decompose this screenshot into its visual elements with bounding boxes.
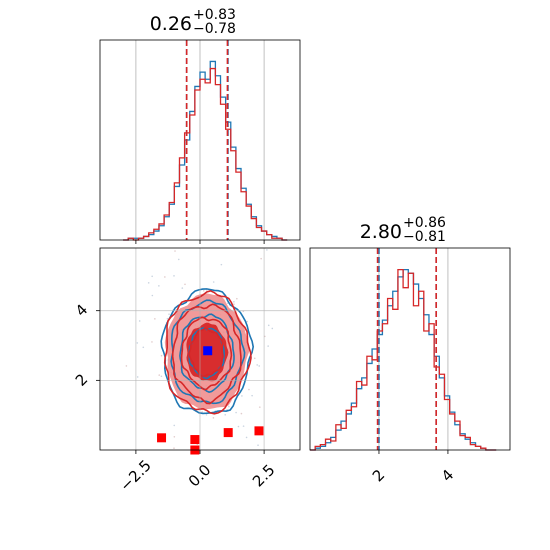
scatter-point [248,388,250,391]
scatter-point [220,263,223,266]
scatter-point [258,406,261,408]
scatter-point [184,283,186,286]
scatter-point [233,303,235,306]
x-tick-label: 0.0 [185,461,215,491]
scatter-point [202,289,205,292]
scatter-point [168,313,170,315]
scatter-point [136,376,139,378]
contour-plot-area [68,218,317,455]
axis-frame [309,247,511,451]
scatter-point [136,342,139,344]
scatter-point [160,354,163,357]
red-marker [157,433,167,443]
scatter-point [228,405,230,408]
scatter-point [260,257,262,260]
x-tick-label: 2.5 [249,461,279,491]
scatter-point [173,435,176,438]
scatter-point [186,451,188,453]
scatter-point [256,364,258,366]
contour-line-red [163,289,252,415]
scatter-point [235,411,237,414]
scatter-point [151,275,153,278]
panel-title-x-minus: −0.78 [193,21,236,37]
scatter-point [166,317,169,320]
scatter-point [224,413,227,416]
scatter-point [246,320,248,323]
panel-title-y-plus: +0.86 [403,215,446,231]
scatter-point [237,425,240,428]
scatter-point [173,275,175,277]
scatter-point [173,424,176,427]
histogram-series-red [123,67,288,241]
scatter-point [245,436,248,439]
panel-title-y-minus: −0.81 [403,229,446,245]
scatter-point [253,357,256,360]
scatter-point [258,365,261,367]
scatter-point [212,281,215,283]
y-tick-label: 2 [72,370,91,389]
x-tick-label: 2 [369,466,388,485]
scatter-point [154,318,156,320]
panel-title-x-value: 0.26 [150,13,192,35]
scatter-point [160,375,163,378]
scatter-point [251,394,253,397]
blue-marker [203,346,213,356]
x-tick-label: 4 [438,466,457,485]
scatter-point [267,324,270,327]
scatter-point [315,351,317,353]
contour-line-blue [160,288,255,415]
panel-title-y-value: 2.80 [360,221,402,243]
contour-line-red [180,316,233,391]
contour-line-red [188,327,224,378]
red-marker [254,426,264,436]
scatter-point [138,320,141,322]
scatter-point [152,453,154,455]
panel-title-x-plus: +0.83 [193,7,236,23]
scatter-point [271,327,274,330]
x-tick-label: −2.5 [116,456,154,494]
histogram-panel-x: 0.26 +0.83−0.78 [99,7,301,244]
y-tick-label: 4 [72,301,91,320]
scatter-point [205,413,208,416]
histogram-series-blue [123,60,288,241]
histogram-panel-y: 2 4 2.80 +0.86−0.81 [309,215,511,485]
scatter-point [158,285,160,287]
contour-line-blue [179,313,235,393]
scatter-point [142,346,145,349]
histogram-series-blue [310,268,497,451]
scatter-point [68,294,70,296]
scatter-point [241,395,243,397]
scatter-point [240,412,243,415]
scatter-point [201,411,203,413]
contour-line-red [171,303,242,405]
scatter-point [236,297,238,300]
scatter-point [174,250,176,252]
histogram-series-red [310,268,497,451]
contour-panel: −2.5 0.0 2.5 2 4 [68,218,317,495]
scatter-point [164,276,166,278]
scatter-point [212,417,215,419]
scatter-point [267,345,269,347]
scatter-point [173,447,175,449]
scatter-point [257,218,259,220]
scatter-point [257,444,259,446]
scatter-point [181,287,184,289]
scatter-point [177,258,180,261]
scatter-point [233,300,235,303]
red-marker [223,428,233,438]
scatter-point [151,341,153,343]
scatter-point [147,282,150,284]
red-marker [190,435,200,445]
scatter-point [158,374,161,376]
scatter-point [151,294,154,297]
scatter-point [266,249,268,251]
scatter-point [125,365,128,367]
scatter-point [242,425,245,427]
